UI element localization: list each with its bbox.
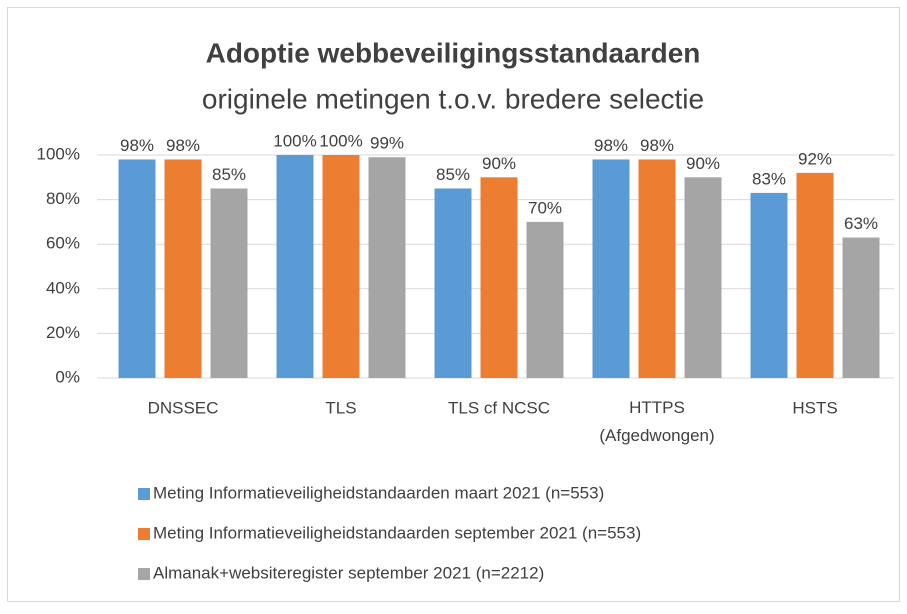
data-label: 63% [844,214,878,233]
bar [368,157,406,378]
x-tick-label: TLS [325,398,356,417]
y-tick-label: 100% [37,144,80,163]
bar [750,192,788,378]
y-tick-label: 60% [46,234,80,253]
bar [842,237,880,378]
legend-label: Almanak+websiteregister september 2021 (… [153,563,544,582]
x-tick-label: DNSSEC [148,398,219,417]
bar [638,159,676,378]
bar [210,188,248,378]
chart-subtitle: originele metingen t.o.v. bredere select… [202,83,704,114]
y-tick-label: 80% [46,189,80,208]
bar [526,221,564,378]
bar [684,177,722,378]
data-label: 92% [798,149,832,168]
legend-swatch [138,568,150,580]
bar [276,155,314,378]
chart-title: Adoptie webbeveiligingsstandaarden [206,37,701,68]
data-label: 85% [212,165,246,184]
legend-swatch [138,528,150,540]
x-tick-label: HSTS [792,398,837,417]
data-label: 100% [273,131,316,150]
data-label: 85% [436,165,470,184]
y-tick-label: 0% [55,367,80,386]
bar [796,172,834,378]
legend-label: Meting Informatieveiligheidstandaarden s… [153,523,641,542]
data-label: 90% [686,154,720,173]
bar [434,188,472,378]
bar [592,159,630,378]
x-tick-label: HTTPS (Afgedwongen) [599,398,714,445]
bar [118,159,156,378]
legend-swatch [138,488,150,500]
bar [164,159,202,378]
bar [480,177,518,378]
data-label: 98% [120,136,154,155]
data-label: 83% [752,169,786,188]
y-tick-label: 20% [46,323,80,342]
legend-label: Meting Informatieveiligheidstandaarden m… [153,483,604,502]
data-label: 70% [528,198,562,217]
data-label: 98% [166,136,200,155]
y-tick-label: 40% [46,278,80,297]
data-label: 99% [370,134,404,153]
data-label: 100% [319,131,362,150]
data-label: 98% [640,136,674,155]
data-label: 98% [594,136,628,155]
data-label: 90% [482,154,516,173]
bar [322,155,360,378]
x-tick-label: TLS cf NCSC [448,398,550,417]
